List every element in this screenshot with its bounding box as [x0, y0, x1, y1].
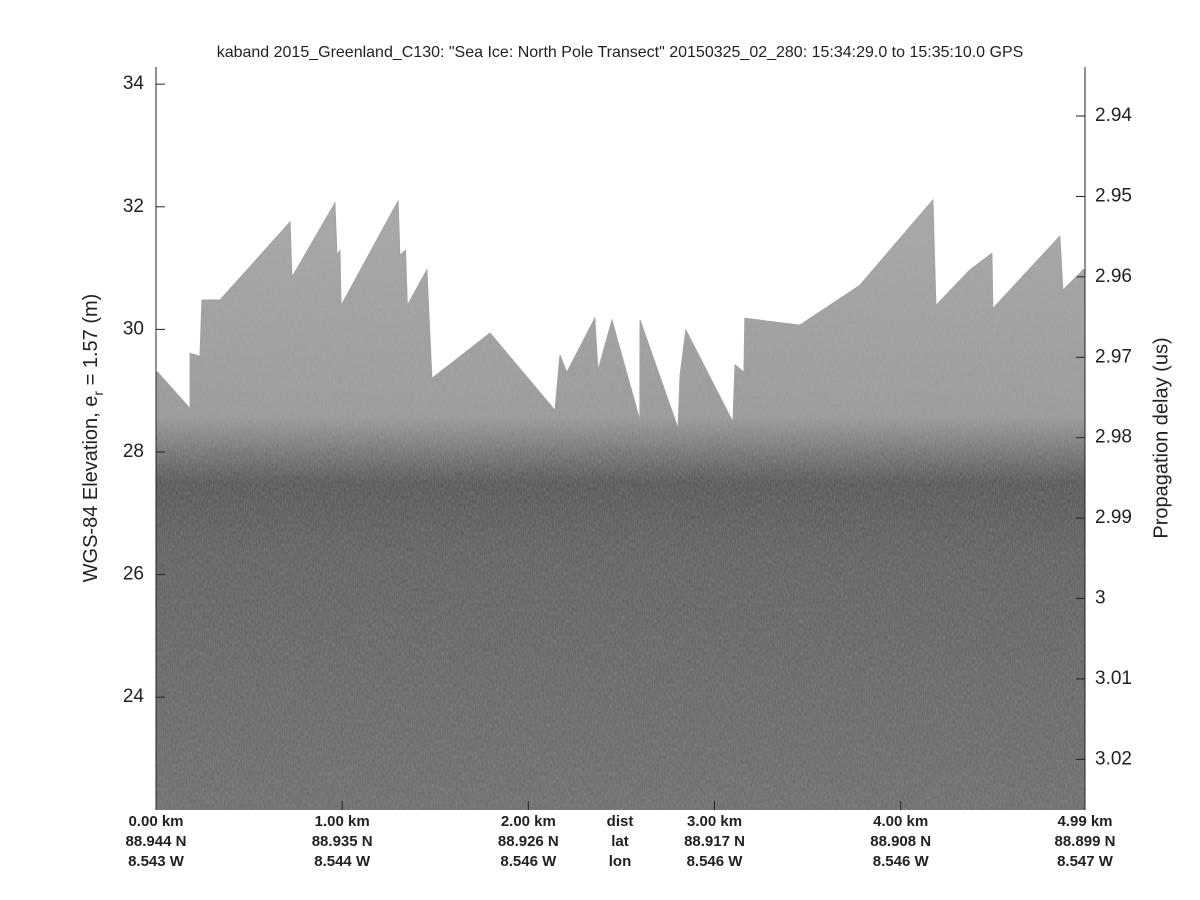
- y-tick-label: 28: [123, 441, 144, 462]
- x-tick-label: 0.00 km: [128, 813, 183, 830]
- x-lon-label: 8.546 W: [873, 853, 930, 870]
- x-row-label: lat: [611, 833, 629, 850]
- x-tick-label: 2.00 km: [501, 813, 556, 830]
- x-lon-label: 8.546 W: [500, 853, 557, 870]
- surface-line: [155, 198, 1086, 429]
- y2-tick-label: 2.99: [1095, 507, 1132, 528]
- x-tick-label: 4.99 km: [1057, 813, 1112, 830]
- x-lon-label: 8.544 W: [314, 853, 371, 870]
- y-tick-label: 32: [123, 196, 144, 217]
- y-tick-label: 24: [123, 686, 145, 707]
- y-tick-label: 26: [123, 564, 144, 585]
- x-row-label: dist: [607, 813, 634, 830]
- y2-tick-label: 3.02: [1095, 748, 1132, 769]
- x-lat-label: 88.944 N: [126, 833, 187, 850]
- y-tick-label: 34: [123, 73, 145, 94]
- y2-tick-label: 2.94: [1095, 105, 1132, 126]
- y2-axis-label: Propagation delay (us): [1150, 337, 1172, 538]
- x-row-label: lon: [609, 853, 632, 870]
- x-lat-label: 88.935 N: [312, 833, 373, 850]
- y2-tick-label: 2.96: [1095, 266, 1132, 287]
- x-tick-label: 3.00 km: [687, 813, 742, 830]
- echogram-image: [156, 200, 1085, 810]
- x-lon-label: 8.543 W: [128, 853, 185, 870]
- x-tick-label: 1.00 km: [315, 813, 370, 830]
- x-tick-label: 4.00 km: [873, 813, 928, 830]
- y2-tick-label: 2.95: [1095, 185, 1132, 206]
- x-lat-label: 88.908 N: [870, 833, 931, 850]
- y2-tick-label: 2.97: [1095, 346, 1132, 367]
- x-lat-label: 88.899 N: [1055, 833, 1116, 850]
- y2-tick-label: 3.01: [1095, 668, 1132, 689]
- y-tick-label: 30: [123, 318, 144, 339]
- y2-tick-label: 2.98: [1095, 427, 1132, 448]
- y-axis-label: WGS-84 Elevation, er = 1.57 (m): [80, 294, 105, 583]
- x-lon-label: 8.547 W: [1057, 853, 1114, 870]
- x-lat-label: 88.926 N: [498, 833, 559, 850]
- x-lon-label: 8.546 W: [687, 853, 744, 870]
- y2-tick-label: 3: [1095, 588, 1106, 609]
- chart-title: kaband 2015_Greenland_C130: "Sea Ice: No…: [217, 44, 1024, 61]
- x-lat-label: 88.917 N: [684, 833, 745, 850]
